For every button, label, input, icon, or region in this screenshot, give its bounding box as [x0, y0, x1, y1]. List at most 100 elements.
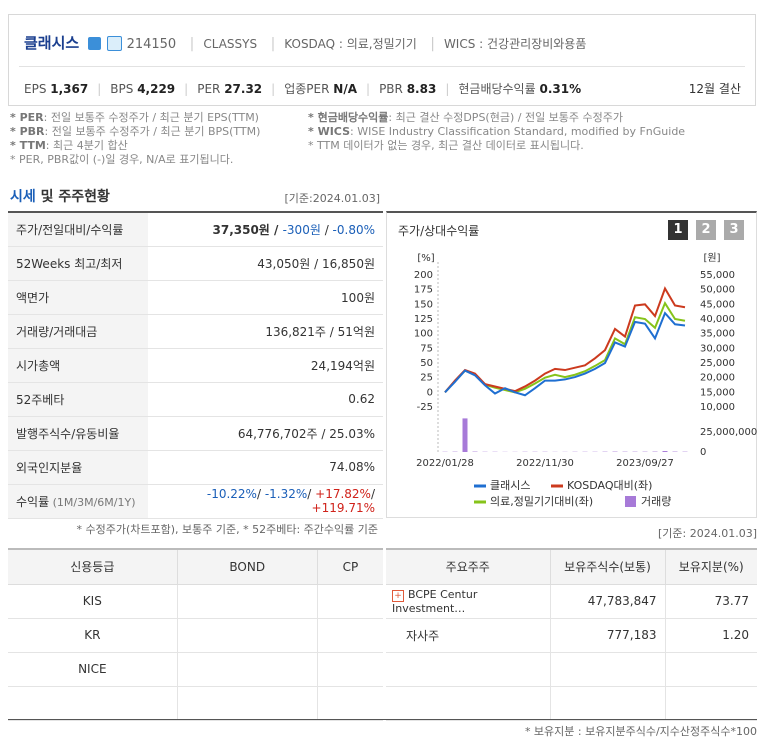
row: 52Weeks 최고/최저 43,050원 / 16,850원 [8, 246, 383, 281]
value-text: 37,350원 / [212, 222, 283, 237]
chart-tab[interactable]: 2 [696, 220, 716, 240]
value-text: 43,050원 / 16,850원 [257, 256, 375, 271]
bottom-rule [8, 719, 757, 720]
value-text: -1.32% [264, 487, 308, 501]
note-key: * WICS [308, 125, 351, 138]
note-line: * PER: 전일 보통주 수정주가 / 최근 분기 EPS(TTM) [10, 111, 260, 125]
value-text: -0.80% [332, 222, 375, 237]
row-label: 시가총액 [8, 348, 148, 383]
value-text: -300원 [282, 222, 321, 237]
metric-label: EPS [24, 82, 47, 96]
price-table: 주가/전일대비/수익률 37,350원 / -300원 / -0.80% 52Wee… [8, 211, 383, 519]
shares: 777,183 [549, 617, 666, 653]
chart: [%] [원] -25 0 25 50 75 100 125 150 175 200 10,000 15,… [414, 252, 757, 508]
value-text: -10.22% [206, 487, 257, 501]
metric-value: N/A [333, 82, 358, 96]
english-name: CLASSYS [203, 37, 258, 51]
row: 수익률 (1M/3M/6M/1Y) -10.22%/ -1.32%/ +17.82… [8, 484, 383, 519]
label-text: 52주베타 [16, 392, 65, 407]
note-line: * 현금배당수익률: 최근 결산 수정DPS(현금) / 전일 보통주 수정주가 [308, 111, 685, 125]
note-line: * TTM: 최근 4분기 합산 [10, 139, 260, 153]
row-value: 24,194억원 [148, 348, 383, 383]
row: 거래량/거래대금 136,821주 / 51억원 [8, 314, 383, 349]
label-text: 주가/전일대비/수익률 [16, 222, 124, 237]
section-title-main: 시세 [10, 189, 36, 205]
credit-table: 신용등급 BOND CP KIS KR NICE [8, 548, 383, 721]
row-value: 37,350원 / -300원 / -0.80% [148, 212, 383, 247]
row: 시가총액 24,194억원 [8, 348, 383, 383]
row: 외국인지분율 74.08% [8, 450, 383, 485]
value-text: +119.71% [311, 501, 375, 515]
metric-label: BPS [110, 82, 134, 96]
holder-table: 주요주주 보유주식수(보통) 보유지분(%) + BCPE Centur Invest… [386, 548, 757, 721]
col-header: CP [316, 548, 383, 585]
x-tick-label: 2023/09/27 [616, 458, 674, 469]
volume-bar [662, 451, 668, 452]
chart-title: 주가/상대수익률 [398, 224, 480, 238]
value-text: 100원 [341, 290, 375, 305]
row: 주가/전일대비/수익률 37,350원 / -300원 / -0.80% [8, 212, 383, 247]
holder-name[interactable]: BCPE Centur Investment… [392, 587, 478, 615]
y-tick-label: -25 [417, 402, 433, 413]
col-header: BOND [176, 548, 318, 585]
home-icon[interactable] [87, 37, 101, 50]
col-header: 신용등급 [8, 548, 178, 585]
wics: WICS : 건강관리장비와용품 [443, 37, 587, 51]
stake: 73.77 [664, 583, 757, 619]
row-value: 64,776,702주 / 25.03% [148, 416, 383, 451]
value-text: / [307, 487, 316, 501]
y-tick-label: 25 [420, 373, 433, 384]
y-axis-label: [%] [417, 253, 434, 264]
value-text: / [370, 487, 375, 501]
y2-tick-label: 45,000 [700, 299, 735, 310]
y2-tick-label: 25,000 [700, 358, 735, 369]
note-text: : 전일 보통주 수정주가 / 최근 분기 BPS(TTM) [44, 125, 261, 138]
legend-label: 클래시스 [490, 479, 530, 492]
note-line: * WICS: WISE Industry Classification Sta… [308, 125, 685, 139]
row: 발행주식수/유동비율 64,776,702주 / 25.03% [8, 416, 383, 451]
row-value: 100원 [148, 280, 383, 315]
label-text: 시가총액 [16, 358, 61, 373]
price-footnote: * 수정주가(차트포함), 보통주 기준, * 52주베타: 주간수익률 기준 [76, 523, 378, 536]
y2-tick-label: 40,000 [700, 314, 735, 325]
x-tick-label: 2022/11/30 [516, 458, 574, 469]
expand-icon[interactable]: + [392, 589, 404, 602]
row: 액면가 100원 [8, 280, 383, 315]
metric-value: 0.31% [539, 82, 582, 96]
y-tick-label: 75 [420, 343, 433, 354]
legend-swatch [625, 496, 636, 507]
value-text: / [320, 222, 333, 237]
note-key: * TTM [10, 139, 46, 152]
y2-tick-label: 55,000 [700, 270, 735, 281]
settlement: 12월 결산 [688, 82, 741, 96]
row-value: 43,050원 / 16,850원 [148, 246, 383, 281]
row-value: 74.08% [148, 450, 383, 485]
note-line: * PBR: 전일 보통주 수정주가 / 최근 분기 BPS(TTM) [10, 125, 260, 139]
note-text: * TTM 데이터가 없는 경우, 최근 결산 데이터로 표시됩니다. [308, 139, 584, 152]
row-label: 외국인지분율 [8, 450, 148, 485]
row-value: 136,821주 / 51억원 [148, 314, 383, 349]
col-header: 보유지분(%) [664, 548, 757, 585]
col-header: 주요주주 [386, 548, 551, 585]
legend-label: 의료,정밀기기대비(좌) [490, 495, 593, 508]
holder-name: 자사주 [386, 617, 551, 653]
row-label: 액면가 [8, 280, 148, 315]
header-box: 클래시스 214150 | CLASSYS | KOSDAQ : 의료,정밀기기 |… [8, 14, 756, 106]
note-text: : 최근 결산 수정DPS(현금) / 전일 보통주 수정주가 [388, 111, 624, 124]
section-title-rest: 및 주주현황 [35, 189, 110, 205]
row-value: -10.22%/ -1.32%/ +17.82%/ +119.71% [148, 484, 383, 519]
value-text: 136,821주 / 51억원 [265, 324, 375, 339]
chart-tab[interactable]: 1 [668, 220, 688, 240]
volume-tick-label: 0 [700, 447, 706, 458]
note-line: * PER, PBR값이 (-)일 경우, N/A로 표기됩니다. [10, 153, 260, 167]
value-text: / [256, 487, 265, 501]
section-date: [기준:2024.01.03] [284, 192, 380, 205]
legend-label: 거래량 [641, 495, 671, 508]
chart-tab[interactable]: 3 [724, 220, 744, 240]
chart-date: [기준: 2024.01.03] [657, 527, 757, 540]
y-tick-label: 150 [414, 299, 433, 310]
metrics: EPS 1,367 | BPS 4,229 | PER 27.32 | 업종PER N/A |… [24, 80, 581, 97]
value-text: +17.82% [315, 487, 371, 501]
ir-icon[interactable] [107, 36, 123, 51]
